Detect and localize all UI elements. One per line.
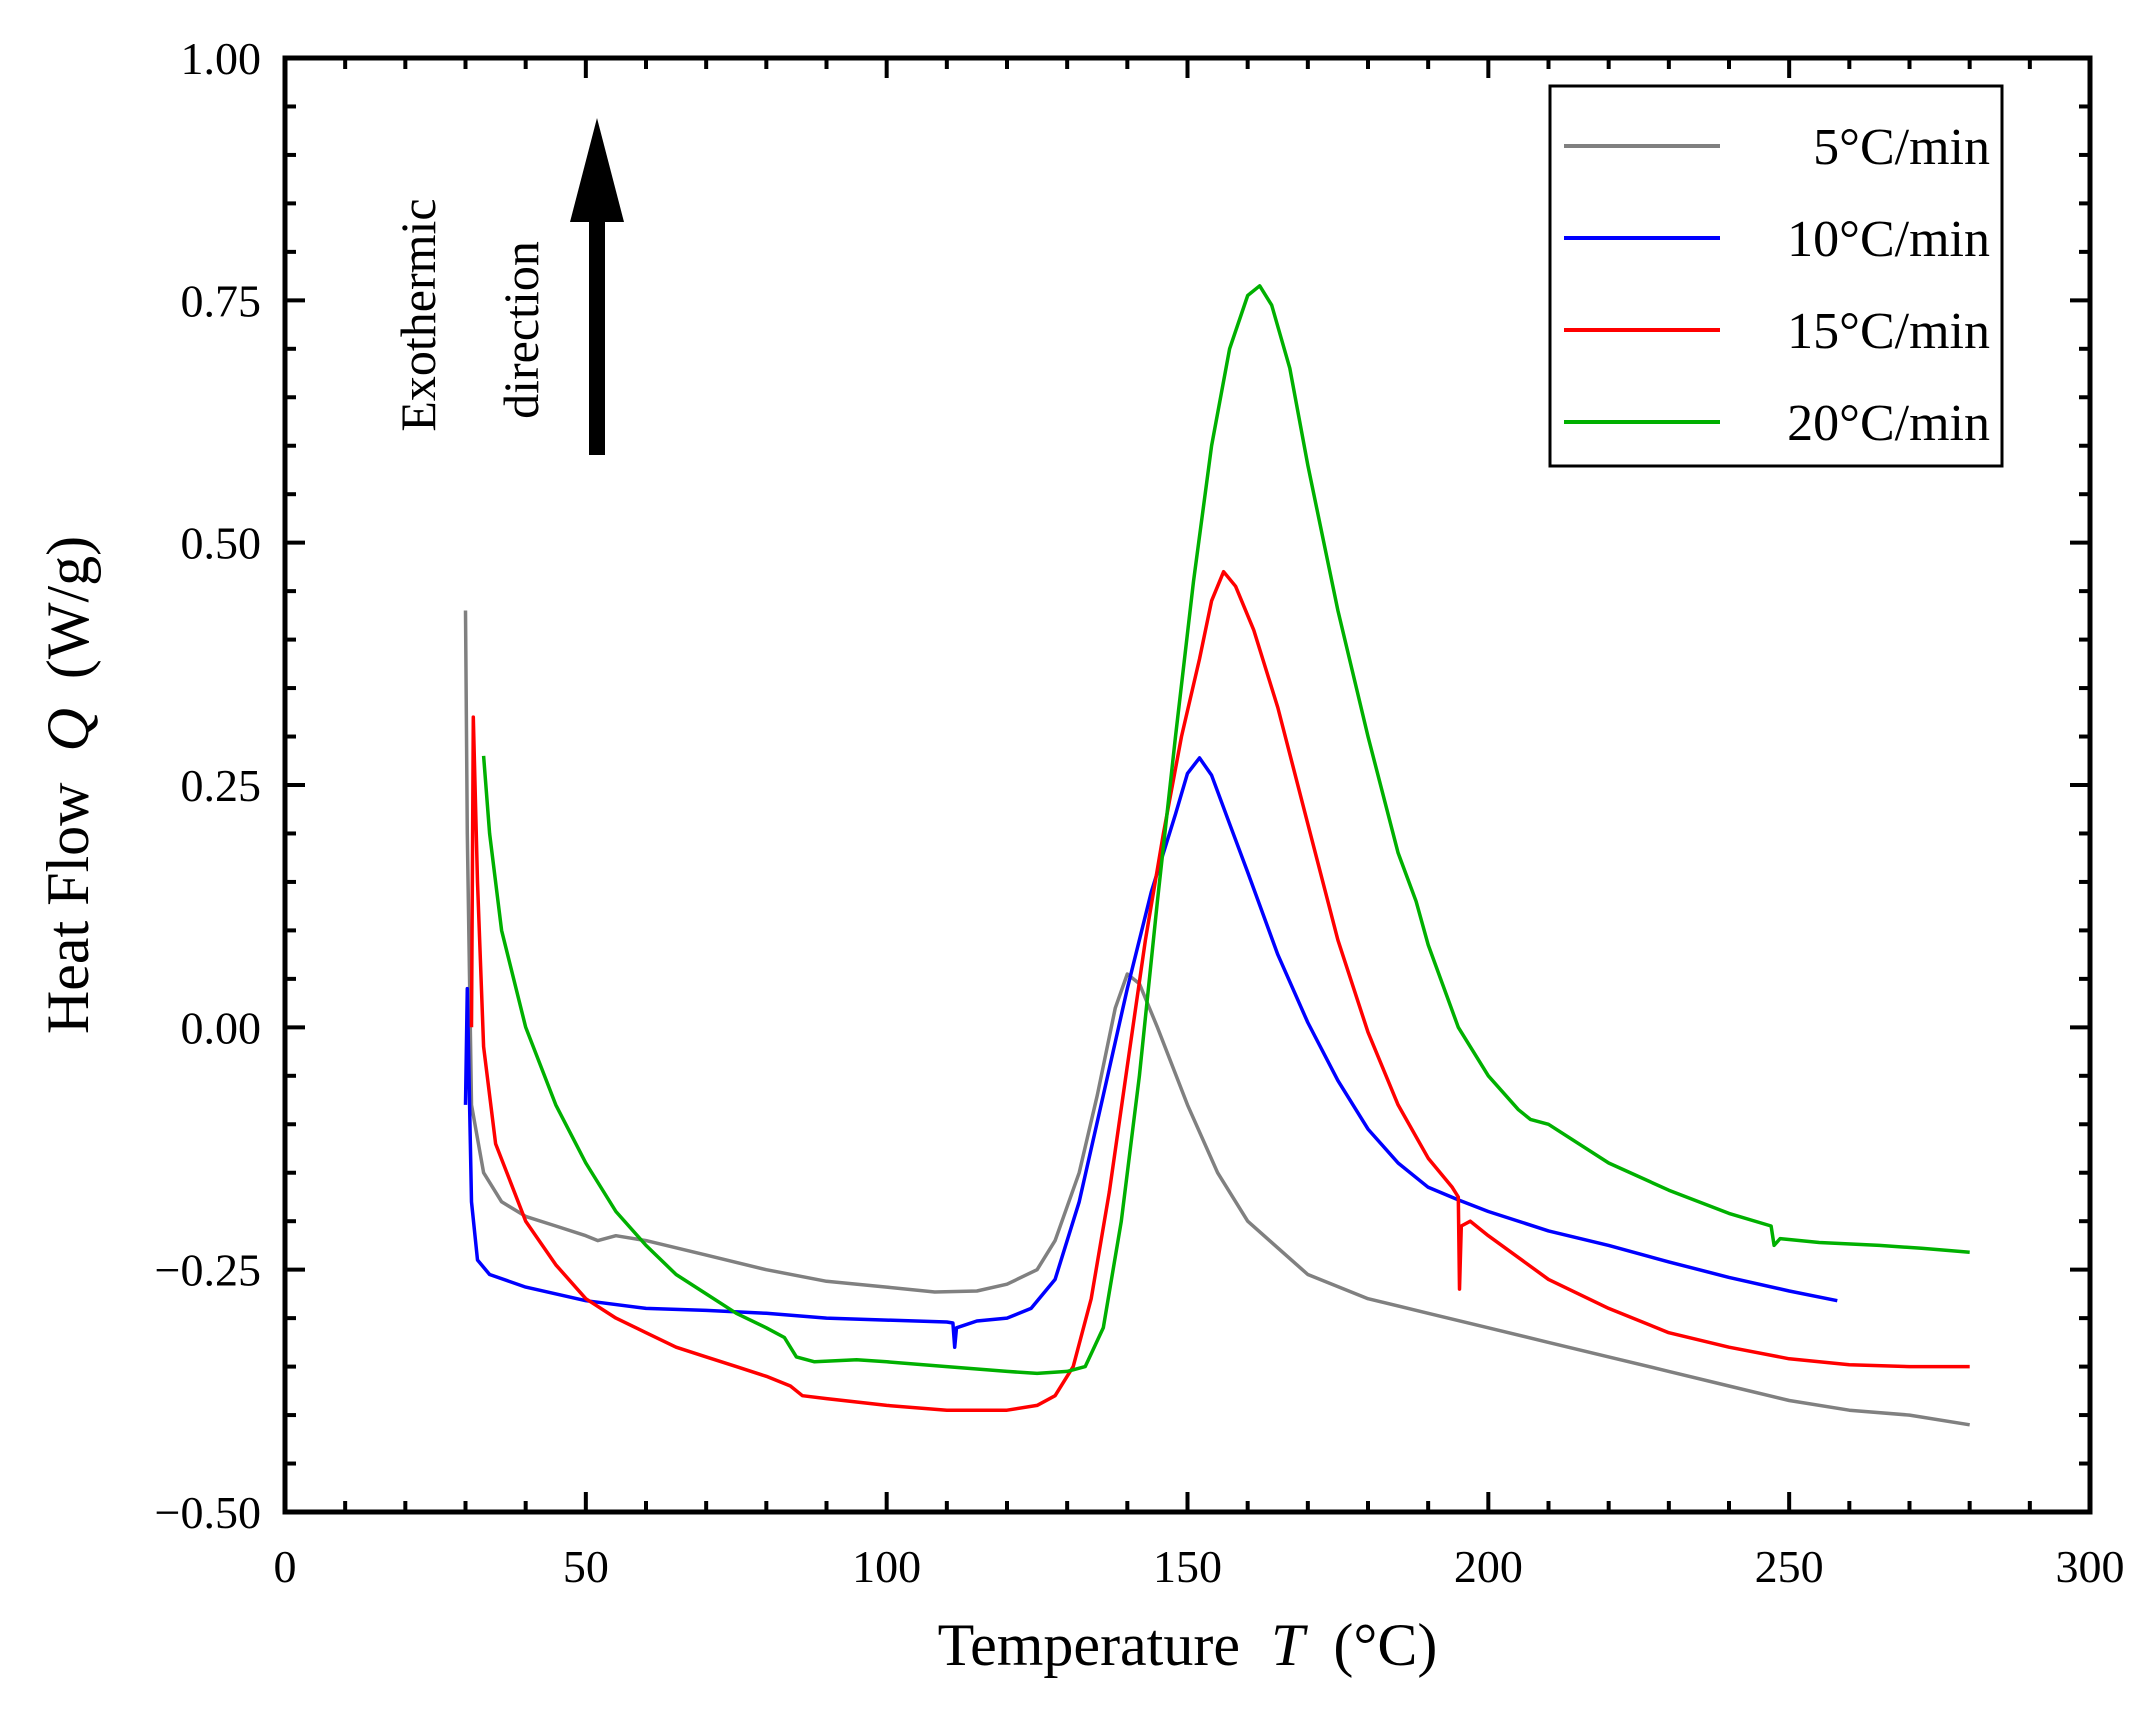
axis-ticks: 0 50 100 150 200 250 300 −0.50 −0.25 0.00 0.25 0.50… bbox=[155, 33, 2125, 1592]
x-tick-label: 0 bbox=[274, 1541, 297, 1592]
exothermic-annotation: Exothermic direction bbox=[390, 118, 624, 455]
x-tick-label: 300 bbox=[2056, 1541, 2125, 1592]
y-axis-title-text: Heat Flow bbox=[35, 782, 101, 1034]
x-tick-label: 150 bbox=[1153, 1541, 1222, 1592]
y-tick-label: 0.75 bbox=[181, 275, 262, 326]
series-line-2 bbox=[463, 756, 1838, 1349]
y-tick-label: 0.25 bbox=[181, 760, 262, 811]
x-tick-label: 200 bbox=[1454, 1541, 1523, 1592]
annotation-line-exothermic: Exothermic bbox=[390, 198, 446, 431]
series-curves bbox=[463, 284, 1970, 1427]
x-axis-title-symbol: T bbox=[1271, 1612, 1308, 1678]
y-tick-label: 0.00 bbox=[181, 1002, 262, 1053]
x-axis-title-unit: (°C) bbox=[1333, 1612, 1437, 1678]
series-line-3 bbox=[469, 569, 1970, 1412]
y-tick-label: −0.50 bbox=[155, 1487, 261, 1538]
y-tick-label: 0.50 bbox=[181, 518, 262, 569]
legend-label-4: 20°C/min bbox=[1787, 395, 1990, 452]
y-axis-title-unit: (W/g) bbox=[35, 536, 101, 679]
legend-label-2: 10°C/min bbox=[1787, 211, 1990, 268]
y-axis-title: Heat Flow Q (W/g) bbox=[35, 536, 101, 1034]
annotation-line-direction: direction bbox=[493, 241, 549, 419]
x-tick-label: 250 bbox=[1755, 1541, 1824, 1592]
legend: 5°C/min 10°C/min 15°C/min 20°C/min bbox=[1548, 84, 2004, 468]
legend-label-1: 5°C/min bbox=[1813, 119, 1990, 176]
legend-label-3: 15°C/min bbox=[1787, 303, 1990, 360]
y-axis-title-symbol: Q bbox=[35, 708, 101, 751]
x-axis-title: Temperature T (°C) bbox=[938, 1612, 1438, 1678]
x-axis-title-text: Temperature bbox=[938, 1612, 1240, 1678]
series-line-1 bbox=[463, 610, 1970, 1427]
legend-box bbox=[1548, 84, 2004, 468]
x-tick-label: 50 bbox=[563, 1541, 609, 1592]
y-tick-label: 1.00 bbox=[181, 33, 262, 84]
y-tick-label: −0.25 bbox=[155, 1245, 261, 1296]
series-line-4 bbox=[481, 284, 1970, 1376]
x-tick-label: 100 bbox=[852, 1541, 921, 1592]
exothermic-arrow-head bbox=[570, 118, 624, 222]
